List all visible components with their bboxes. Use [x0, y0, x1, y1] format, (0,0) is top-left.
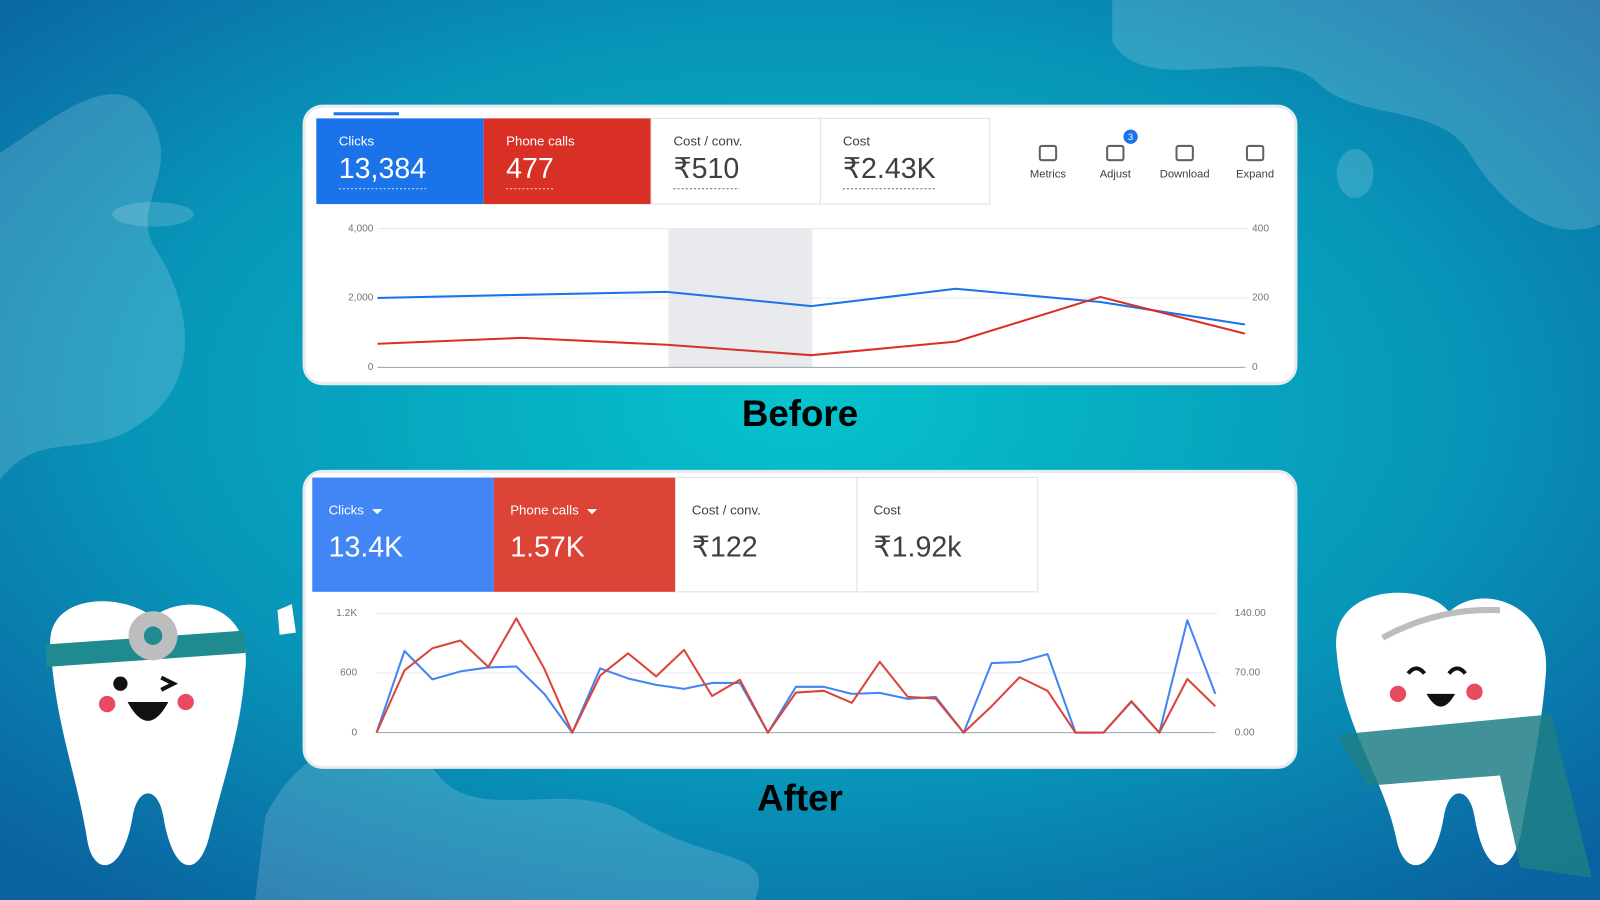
y-tick-label: 2,000: [348, 293, 374, 304]
caption: After: [757, 778, 843, 819]
metric-label: Phone calls: [506, 133, 575, 148]
y-tick-label: 600: [340, 668, 357, 679]
y2-tick-label: 400: [1252, 223, 1269, 234]
metric-card: [674, 477, 858, 593]
toolbar-label: Adjust: [1100, 168, 1132, 180]
metric-card: [483, 118, 652, 205]
y2-tick-label: 70.00: [1235, 668, 1261, 679]
y2-tick-label: 0.00: [1235, 727, 1255, 738]
dropdown-caret: [372, 509, 383, 515]
series-line: [375, 617, 1217, 734]
tooth-left: [45, 601, 296, 866]
metric-value: ₹122: [692, 532, 758, 564]
metric-card: [819, 117, 991, 205]
toolbar-label: Download: [1160, 168, 1210, 180]
metric-label: Phone calls: [510, 503, 579, 518]
toolbar-label: Expand: [1236, 168, 1274, 180]
metric-value: ₹510: [673, 153, 739, 185]
dropdown-caret: [586, 509, 598, 515]
y-tick-label: 4,000: [348, 223, 374, 234]
metric-label: Cost: [873, 503, 901, 518]
tab-indicator: [333, 112, 399, 116]
badge-count: 3: [1128, 132, 1133, 142]
metric-value: 1.57K: [510, 532, 585, 564]
metric-value: 13.4K: [329, 532, 404, 564]
toolbar-icon[interactable]: [1175, 144, 1194, 162]
toolbar-icon[interactable]: [1038, 144, 1058, 162]
metric-value: ₹1.92k: [873, 532, 962, 564]
chart-panel: Clicks 13,384 Phone calls 477 Cost / conv. ₹5…: [302, 104, 1298, 386]
y2-tick-label: 140.00: [1235, 608, 1266, 619]
chart-panel: Clicks 13.4K Phone calls 1.57K Cost / conv. ₹…: [302, 469, 1298, 769]
metric-card: [316, 118, 484, 205]
metric-card: [312, 477, 494, 592]
toolbar-label: Metrics: [1030, 168, 1067, 180]
metric-value: 13,384: [339, 153, 426, 185]
metric-card: [856, 477, 1039, 593]
toolbar-icon[interactable]: [1106, 144, 1125, 162]
caption: Before: [742, 393, 858, 434]
series-line: [377, 295, 1246, 357]
y-tick-label: 0: [368, 362, 374, 373]
metric-value: ₹2.43K: [843, 153, 936, 185]
tooth-right: [1336, 592, 1592, 878]
y2-tick-label: 0: [1252, 362, 1258, 373]
series-line: [377, 287, 1246, 326]
toolbar-icon[interactable]: [1245, 144, 1265, 162]
y2-tick-label: 200: [1252, 293, 1269, 304]
metric-card: [493, 477, 676, 592]
metric-label: Cost / conv.: [692, 503, 761, 518]
metric-label: Cost: [843, 133, 871, 148]
y-tick-label: 0: [351, 727, 357, 738]
metric-label: Cost / conv.: [673, 133, 742, 148]
metric-label: Clicks: [329, 503, 365, 518]
metric-label: Clicks: [339, 133, 375, 148]
metric-value: 477: [506, 153, 554, 185]
y-tick-label: 1.2K: [336, 608, 357, 619]
badge: [1123, 129, 1138, 144]
metric-card: [650, 117, 821, 205]
